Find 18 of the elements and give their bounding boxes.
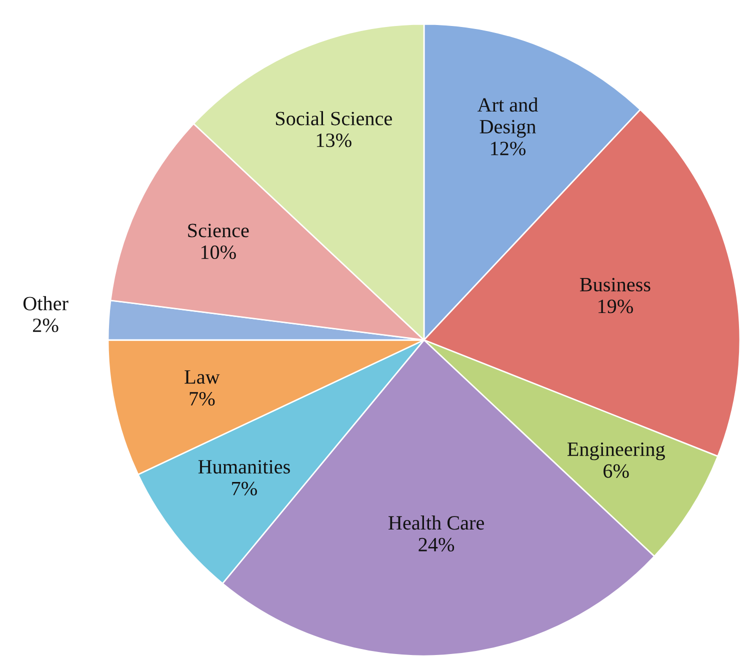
data-label: 13% [316,134,352,148]
slice-label: Art and Design [477,98,538,138]
data-label: 10% [201,245,236,260]
slice-label: Social Science [276,111,392,126]
data-label: 24% [418,538,454,552]
data-label: 6% [604,464,629,478]
slice-label: Business [580,278,650,292]
slice-label: Law [184,370,220,384]
slice-label: Other [23,296,68,310]
data-label: 19% [598,300,633,314]
data-label: 2% [33,318,58,332]
data-label: 7% [232,482,257,496]
slice-label: Health Care [388,516,484,530]
slice-label: Engineering [567,442,665,460]
data-label: 7% [190,392,215,406]
slice-label: Science [188,224,249,238]
slice-label: Humanities [198,460,290,474]
data-label: 12% [491,142,526,156]
